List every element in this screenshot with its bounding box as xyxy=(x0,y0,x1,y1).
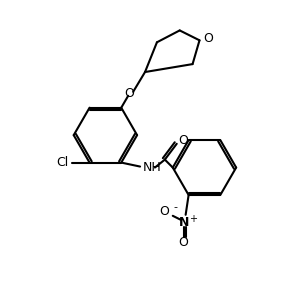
Text: O: O xyxy=(203,32,213,45)
Text: NH: NH xyxy=(143,161,162,174)
Text: -: - xyxy=(174,202,178,212)
Text: Cl: Cl xyxy=(57,156,69,169)
Text: O: O xyxy=(124,87,134,100)
Text: O: O xyxy=(179,236,189,249)
Text: +: + xyxy=(189,214,197,224)
Text: N: N xyxy=(178,216,189,229)
Text: O: O xyxy=(159,205,169,218)
Text: O: O xyxy=(179,134,189,147)
